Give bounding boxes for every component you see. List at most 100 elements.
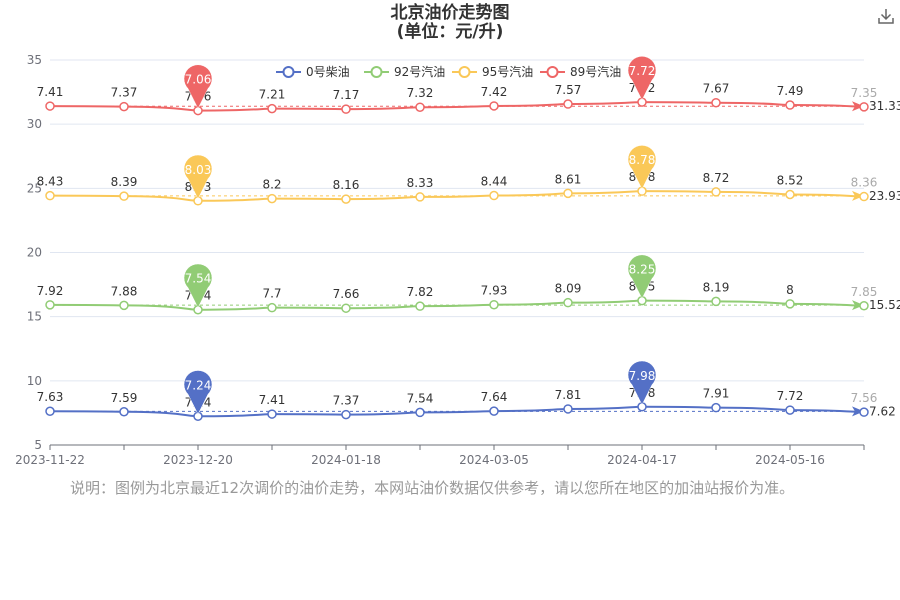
data-point	[45, 190, 55, 201]
data-point	[415, 102, 425, 112]
data-label: 8.19	[703, 280, 730, 294]
data-label: 7.93	[481, 284, 508, 298]
data-label: 8.16	[333, 178, 360, 192]
max-marker-pin	[627, 360, 657, 406]
x-tick-label: 2023-12-20	[163, 453, 233, 467]
legend-label: 0号柴油	[306, 65, 350, 79]
data-label: 7.7	[262, 287, 281, 301]
data-label: 7.42	[481, 85, 508, 99]
data-label: 7.49	[777, 84, 804, 98]
data-point	[785, 405, 795, 415]
max-marker-label: 7.72	[629, 64, 656, 78]
data-label: 8.44	[481, 175, 508, 189]
data-label: 7.66	[333, 287, 360, 301]
data-label: 8.52	[777, 173, 804, 187]
y-tick-label: 15	[27, 310, 42, 324]
max-marker-pin	[627, 254, 657, 300]
x-tick-label: 2024-05-16	[755, 453, 825, 467]
y-tick-label: 35	[27, 53, 42, 67]
data-point	[341, 409, 351, 420]
data-label: 8.33	[407, 176, 434, 190]
data-point	[563, 188, 573, 199]
y-tick-label: 10	[27, 374, 42, 388]
legend-item[interactable]: 89号汽油	[540, 64, 621, 79]
chart-title-block: 北京油价走势图 (单位：元/升)	[0, 4, 900, 42]
data-label: 7.85	[851, 285, 878, 299]
legend-item[interactable]: 0号柴油	[276, 65, 350, 79]
data-point	[859, 407, 869, 417]
data-label: 7.17	[333, 88, 360, 102]
legend-label: 92号汽油	[394, 64, 445, 79]
data-point	[45, 300, 55, 310]
average-label: 7.62	[869, 404, 896, 418]
data-label: 8.72	[703, 171, 730, 185]
legend-marker	[282, 66, 295, 78]
download-icon[interactable]	[876, 6, 896, 26]
min-marker-pin	[183, 154, 213, 200]
data-point	[711, 296, 721, 307]
data-label: 8.09	[555, 282, 582, 296]
legend-item[interactable]: 95号汽油	[452, 64, 533, 79]
y-tick-label: 30	[27, 117, 42, 131]
data-label: 7.82	[407, 285, 434, 299]
data-point	[341, 303, 351, 313]
data-label: 7.35	[851, 86, 878, 100]
min-marker-label: 7.24	[185, 378, 212, 392]
y-tick-label: 25	[27, 181, 42, 195]
data-label: 7.21	[259, 88, 286, 102]
data-point	[45, 406, 55, 416]
data-point	[489, 406, 499, 416]
data-point	[267, 103, 277, 114]
max-marker-pin	[627, 56, 657, 101]
data-point	[267, 193, 277, 204]
chart-subtitle: (单位：元/升)	[396, 22, 504, 42]
data-label: 8.43	[37, 175, 64, 189]
legend-item[interactable]: 92号汽油	[364, 64, 445, 79]
min-marker-pin	[183, 263, 213, 309]
data-label: 7.41	[37, 85, 64, 99]
data-label: 7.54	[407, 391, 434, 405]
data-label: 7.63	[37, 390, 64, 404]
x-tick-label: 2023-11-22	[15, 453, 85, 467]
data-point	[859, 301, 869, 311]
max-marker-label: 8.78	[629, 153, 656, 167]
data-label: 7.56	[851, 391, 878, 405]
max-marker-label: 8.25	[629, 263, 656, 277]
data-label: 7.72	[777, 389, 804, 403]
x-tick-label: 2024-03-05	[459, 453, 529, 467]
chart-footnote: 说明：图例为北京最近12次调价的油价走势，本网站油价数据仅供参考，请以您所在地区…	[70, 479, 795, 497]
legend-label: 95号汽油	[482, 64, 533, 79]
data-point	[119, 101, 129, 112]
data-point	[859, 191, 869, 202]
data-point	[489, 299, 499, 310]
data-label: 7.59	[111, 391, 138, 405]
data-label: 8.36	[851, 176, 878, 190]
data-point	[341, 104, 351, 114]
data-label: 7.88	[111, 284, 138, 298]
min-marker-pin	[183, 64, 213, 110]
data-label: 7.64	[481, 390, 508, 404]
data-point	[563, 99, 573, 109]
min-marker-label: 8.03	[185, 163, 212, 177]
data-label: 7.57	[555, 83, 582, 97]
data-point	[563, 297, 573, 308]
data-point	[785, 100, 795, 110]
data-point	[415, 192, 425, 202]
data-point	[267, 409, 277, 419]
max-marker-pin	[627, 145, 657, 190]
chart-title: 北京油价走势图	[390, 3, 510, 23]
data-label: 7.41	[259, 393, 286, 407]
data-label: 7.91	[703, 387, 730, 401]
y-tick-label: 20	[27, 246, 42, 260]
data-label: 7.67	[703, 82, 730, 96]
data-point	[45, 101, 55, 111]
data-label: 8.61	[555, 172, 582, 186]
legend-marker	[546, 66, 559, 78]
data-label: 7.32	[407, 86, 434, 100]
data-label: 8.2	[262, 178, 281, 192]
data-point	[119, 300, 129, 311]
max-marker-label: 7.98	[629, 369, 656, 383]
average-label: 15.52	[869, 298, 900, 312]
data-label: 7.37	[333, 394, 360, 408]
